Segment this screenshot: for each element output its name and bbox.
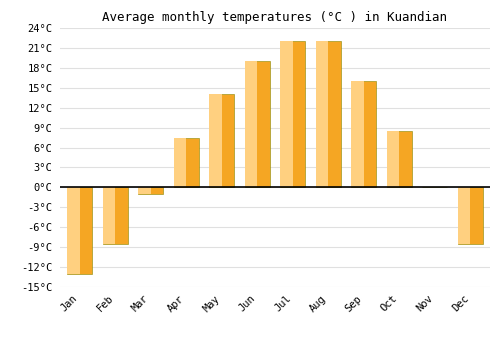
Bar [245, 61, 270, 187]
Bar [174, 138, 186, 187]
Bar [102, 187, 115, 244]
Bar [67, 187, 92, 274]
Bar [352, 81, 364, 187]
Bar [316, 41, 328, 187]
Bar [387, 131, 400, 187]
Bar [210, 94, 234, 187]
Bar [245, 61, 257, 187]
Bar [316, 41, 340, 187]
Bar [174, 138, 199, 187]
Bar [138, 187, 163, 194]
Bar [67, 187, 80, 274]
Bar [458, 187, 470, 244]
Bar [138, 187, 150, 194]
Bar [102, 187, 128, 244]
Bar [280, 41, 293, 187]
Bar [352, 81, 376, 187]
Bar [458, 187, 483, 244]
Bar [280, 41, 305, 187]
Bar [210, 94, 222, 187]
Title: Average monthly temperatures (°C ) in Kuandian: Average monthly temperatures (°C ) in Ku… [102, 11, 448, 24]
Bar [387, 131, 412, 187]
